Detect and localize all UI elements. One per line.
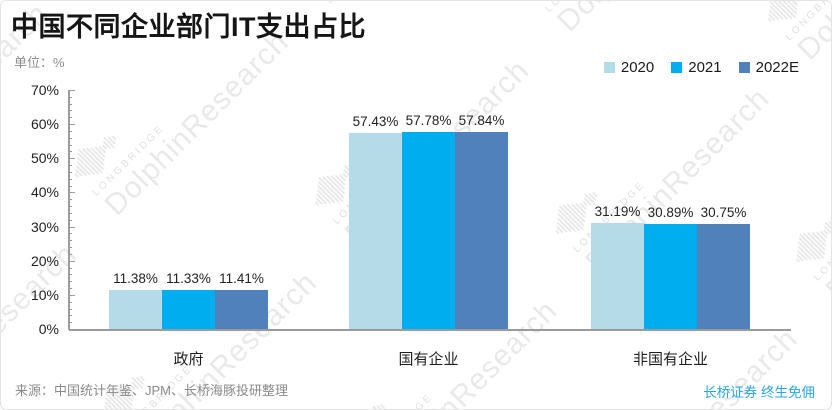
- y-tick: [68, 301, 72, 303]
- y-tick: [68, 110, 72, 112]
- y-tick: [68, 212, 72, 214]
- y-tick-label: 70%: [30, 82, 59, 98]
- y-tick: [68, 117, 72, 119]
- watermark-brand-text: LONGBRIDGE: [811, 207, 831, 284]
- y-tick: [68, 267, 72, 269]
- chart-title: 中国不同企业部门IT支出占比: [11, 12, 366, 42]
- y-tick: [68, 90, 75, 91]
- plot-area: [69, 90, 791, 329]
- y-tick: [68, 206, 72, 208]
- watermark-name-text: DolphinResearch: [791, 1, 831, 67]
- y-tick: [68, 185, 72, 187]
- branding-text: 长桥证券 终生免佣: [703, 385, 815, 400]
- watermark-name-text: DolphinResearch: [551, 1, 748, 39]
- watermark-name-text: DolphinResearch: [819, 110, 831, 307]
- y-tick-label: 10%: [30, 286, 59, 303]
- y-axis-line: [68, 90, 70, 330]
- category-label-非国有企业: 非国有企业: [632, 351, 708, 368]
- legend-label-2020: 2020: [620, 59, 655, 76]
- y-tick: [68, 144, 72, 146]
- value-label-2022E-非国有企业: 30.75%: [700, 205, 747, 220]
- value-label-2022E-政府: 11.41%: [219, 271, 264, 287]
- y-tick: [68, 247, 72, 249]
- value-label-2022E-国有企业: 57.84%: [458, 112, 505, 128]
- y-tick: [68, 171, 72, 173]
- y-tick: [68, 96, 72, 98]
- y-tick: [68, 130, 72, 132]
- bar-2020-政府: [109, 290, 162, 329]
- y-tick: [68, 124, 75, 126]
- y-tick: [68, 260, 75, 262]
- y-tick-label: 50%: [30, 150, 59, 167]
- legend-swatch-2022e: [738, 62, 750, 73]
- legend-label-2021: 2021: [688, 59, 722, 76]
- y-tick: [68, 151, 72, 153]
- bar-2021-非国有企业: [644, 223, 697, 329]
- waveform-icon: [515, 1, 583, 6]
- y-tick: [68, 137, 72, 139]
- y-tick: [68, 240, 72, 242]
- y-tick-label: 60%: [30, 116, 59, 133]
- y-tick: [68, 178, 72, 180]
- watermark-brand-text: LONGBRIDGE: [359, 391, 435, 409]
- y-tick: [68, 233, 72, 235]
- bar-2022E-国有企业: [455, 131, 508, 329]
- bar-2020-国有企业: [349, 132, 402, 329]
- category-label-国有企业: 国有企业: [398, 351, 459, 368]
- legend-swatch-2021: [671, 62, 683, 73]
- y-tick: [68, 274, 72, 276]
- value-label-2021-非国有企业: 30.89%: [647, 204, 694, 220]
- bar-2021-政府: [162, 290, 215, 329]
- bar-2020-非国有企业: [591, 222, 644, 329]
- y-tick: [68, 294, 75, 296]
- y-tick: [68, 308, 72, 310]
- bar-2022E-非国有企业: [697, 224, 750, 329]
- y-tick-label: 20%: [30, 252, 59, 269]
- y-tick: [68, 199, 72, 201]
- y-tick: [68, 253, 72, 255]
- y-tick: [68, 165, 72, 167]
- legend-swatch-2020: [603, 62, 615, 73]
- legend: 2020 2021 2022E: [603, 59, 799, 76]
- source-note: 来源：中国统计年鉴、JPM、长桥海豚投研整理: [15, 383, 289, 398]
- value-label-2020-非国有企业: 31.19%: [594, 203, 641, 219]
- legend-item-2021: 2021: [671, 59, 722, 76]
- value-label-2021-国有企业: 57.78%: [405, 112, 452, 128]
- x-axis-line: [69, 329, 791, 331]
- bar-2021-国有企业: [402, 131, 455, 329]
- category-label-政府: 政府: [173, 351, 204, 368]
- value-label-2020-政府: 11.38%: [113, 271, 158, 287]
- waveform-icon: [372, 404, 386, 409]
- y-tick: [68, 192, 75, 194]
- y-tick-label: 40%: [30, 184, 59, 201]
- legend-item-2022e: 2022E: [738, 59, 799, 76]
- y-tick: [68, 226, 75, 228]
- legend-label-2022e: 2022E: [755, 59, 799, 76]
- value-label-2021-政府: 11.33%: [166, 271, 211, 287]
- legend-item-2020: 2020: [603, 59, 655, 76]
- waveform-icon: [767, 1, 799, 22]
- y-tick-label: 30%: [30, 218, 59, 235]
- bar-2022E-政府: [215, 290, 268, 329]
- watermark-brand-text: LONGBRIDGE: [783, 1, 831, 44]
- unit-label: 单位：%: [14, 55, 65, 70]
- y-tick: [68, 219, 72, 221]
- y-tick: [68, 288, 72, 290]
- y-tick-label: 0%: [38, 321, 59, 337]
- y-tick: [68, 158, 75, 160]
- y-tick: [68, 281, 72, 283]
- y-tick: [68, 315, 72, 317]
- y-tick: [68, 322, 72, 324]
- y-tick: [68, 103, 72, 105]
- value-label-2020-国有企业: 57.43%: [352, 113, 399, 129]
- watermark-brand-text: LONGBRIDGE: [543, 1, 619, 15]
